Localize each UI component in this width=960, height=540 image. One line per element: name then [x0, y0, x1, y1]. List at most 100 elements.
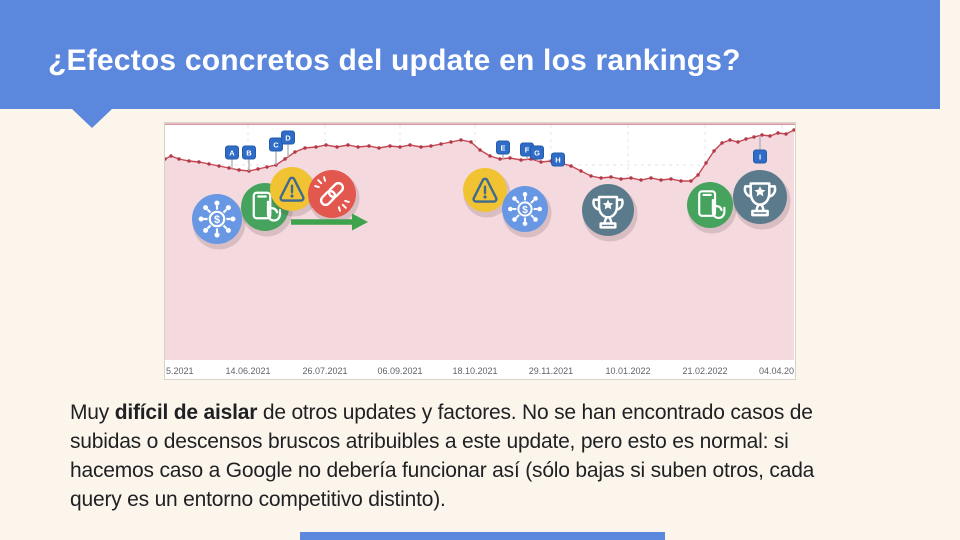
- axis-tick-label: 18.10.2021: [452, 366, 497, 376]
- bottom-accent-bar: [300, 532, 665, 540]
- data-point-dot: [629, 176, 633, 180]
- data-point-dot: [165, 157, 167, 161]
- data-point-dot: [419, 145, 423, 149]
- data-point-dot: [508, 156, 512, 160]
- update-badge: [687, 182, 733, 228]
- data-point-dot: [207, 162, 211, 166]
- paragraph-line-2: subidas o descensos bruscos atribuibles …: [70, 430, 789, 453]
- data-point-dot: [217, 164, 221, 168]
- data-point-dot: [324, 143, 328, 147]
- data-point-dot: [669, 177, 673, 181]
- data-point-dot: [459, 138, 463, 142]
- data-point-dot: [619, 177, 623, 181]
- data-point-dot: [227, 166, 231, 170]
- data-point-dot: [367, 144, 371, 148]
- core-update-icon: [198, 200, 236, 238]
- axis-tick-label: 21.02.2022: [682, 366, 727, 376]
- data-point-dot: [439, 142, 443, 146]
- paragraph-line-1: Muy difícil de aislar de otros updates y…: [70, 401, 813, 424]
- update-badge: [733, 170, 787, 224]
- banner-tail-pointer: [72, 109, 112, 128]
- data-point-dot: [498, 157, 502, 161]
- data-point-dot: [469, 140, 473, 144]
- data-point-dot: [589, 174, 593, 178]
- data-point-dot: [569, 164, 573, 168]
- data-point-dot: [293, 150, 297, 154]
- event-pin-A: [225, 145, 239, 160]
- data-point-dot: [704, 161, 708, 165]
- data-point-dot: [265, 165, 269, 169]
- data-point-dot: [356, 145, 360, 149]
- data-point-dot: [377, 146, 381, 150]
- data-point-dot: [744, 137, 748, 141]
- data-point-dot: [449, 140, 453, 144]
- core-update-icon: [507, 191, 543, 227]
- data-point-dot: [609, 175, 613, 179]
- data-point-dot: [736, 140, 740, 144]
- data-point-dot: [187, 159, 191, 163]
- axis-tick-label: 04.04.20: [759, 366, 794, 376]
- event-pin-H: [551, 152, 565, 167]
- data-point-dot: [197, 160, 201, 164]
- data-point-dot: [303, 146, 307, 150]
- data-point-dot: [314, 145, 318, 149]
- data-point-dot: [579, 169, 583, 173]
- data-point-dot: [519, 158, 523, 162]
- data-point-dot: [429, 144, 433, 148]
- paragraph-line-4: query es un entorno competitivo distinto…: [70, 488, 446, 511]
- data-point-dot: [696, 173, 700, 177]
- body-paragraph: Muy difícil de aislar de otros updates y…: [70, 398, 890, 514]
- data-point-dot: [169, 154, 173, 158]
- data-point-dot: [689, 179, 693, 183]
- paragraph-line-3: hacemos caso a Google no debería funcion…: [70, 459, 815, 482]
- data-point-dot: [283, 157, 287, 161]
- data-point-dot: [488, 154, 492, 158]
- event-pin-B: [242, 145, 256, 160]
- data-point-dot: [728, 138, 732, 142]
- event-pin-E: [496, 140, 510, 155]
- axis-tick-label: 29.11.2021: [529, 366, 573, 376]
- data-point-dot: [539, 160, 543, 164]
- visibility-chart-svg: $: [165, 123, 795, 376]
- data-point-dot: [679, 179, 683, 183]
- data-point-dot: [659, 178, 663, 182]
- timeline-arrow-head: [352, 213, 368, 231]
- update-badge: [582, 184, 634, 236]
- data-point-dot: [649, 176, 653, 180]
- axis-tick-label: 5.2021: [166, 366, 194, 376]
- event-pin-letter: F: [525, 146, 530, 155]
- data-point-dot: [177, 157, 181, 161]
- title-banner: ¿Efectos concretos del update en los ran…: [0, 0, 940, 109]
- data-point-dot: [776, 131, 780, 135]
- axis-tick-label: 10.01.2022: [605, 366, 650, 376]
- event-pin-letter: A: [229, 149, 235, 158]
- event-pin-letter: G: [534, 149, 540, 158]
- data-point-dot: [768, 134, 772, 138]
- event-pin-letter: D: [285, 134, 291, 143]
- data-point-dot: [346, 143, 350, 147]
- event-pin-I: [753, 149, 767, 164]
- event-pin-letter: H: [555, 156, 560, 165]
- slide-title: ¿Efectos concretos del update en los ran…: [48, 44, 741, 77]
- data-point-dot: [792, 128, 795, 132]
- chart-card: $: [164, 122, 796, 380]
- axis-tick-label: 14.06.2021: [225, 366, 270, 376]
- axis-tick-label: 06.09.2021: [377, 366, 422, 376]
- data-point-dot: [599, 176, 603, 180]
- event-pin-letter: E: [500, 144, 505, 153]
- data-point-dot: [408, 143, 412, 147]
- data-point-dot: [752, 135, 756, 139]
- data-point-dot: [712, 149, 716, 153]
- data-point-dot: [784, 132, 788, 136]
- data-point-dot: [237, 168, 241, 172]
- data-point-dot: [388, 144, 392, 148]
- event-pin-G: [530, 145, 544, 160]
- event-pin-D: [281, 130, 295, 145]
- data-point-dot: [335, 145, 339, 149]
- data-point-dot: [760, 133, 764, 137]
- event-pin-letter: I: [759, 153, 761, 162]
- data-point-dot: [720, 141, 724, 145]
- event-pin-C: [269, 137, 283, 152]
- axis-tick-label: 26.07.2021: [302, 366, 347, 376]
